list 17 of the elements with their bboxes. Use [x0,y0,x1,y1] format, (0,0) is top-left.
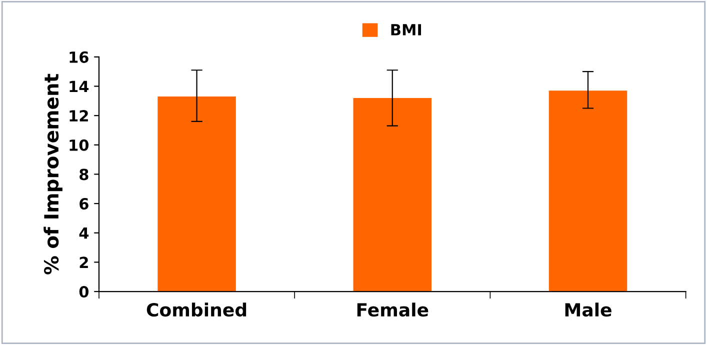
y-tick-label: 6 [80,198,88,210]
y-tick-label: 12 [70,110,88,122]
y-tick-label: 0 [79,286,89,298]
y-tick-label: 4 [79,228,89,239]
bar [158,96,236,292]
x-tick-label: Male [565,302,612,317]
legend-label: BMI [391,24,421,36]
y-tick-label: 10 [70,139,89,151]
y-axis-title: % of Improvement [44,74,62,274]
y-tick-label: 8 [80,168,88,180]
x-tick-label: Combined [146,302,246,317]
x-tick-label: Female [357,302,428,317]
y-tick-label: 16 [70,51,88,63]
y-tick-label: 14 [70,80,89,92]
y-tick-label: 2 [80,256,88,268]
bar [548,90,628,292]
bar [353,98,432,292]
